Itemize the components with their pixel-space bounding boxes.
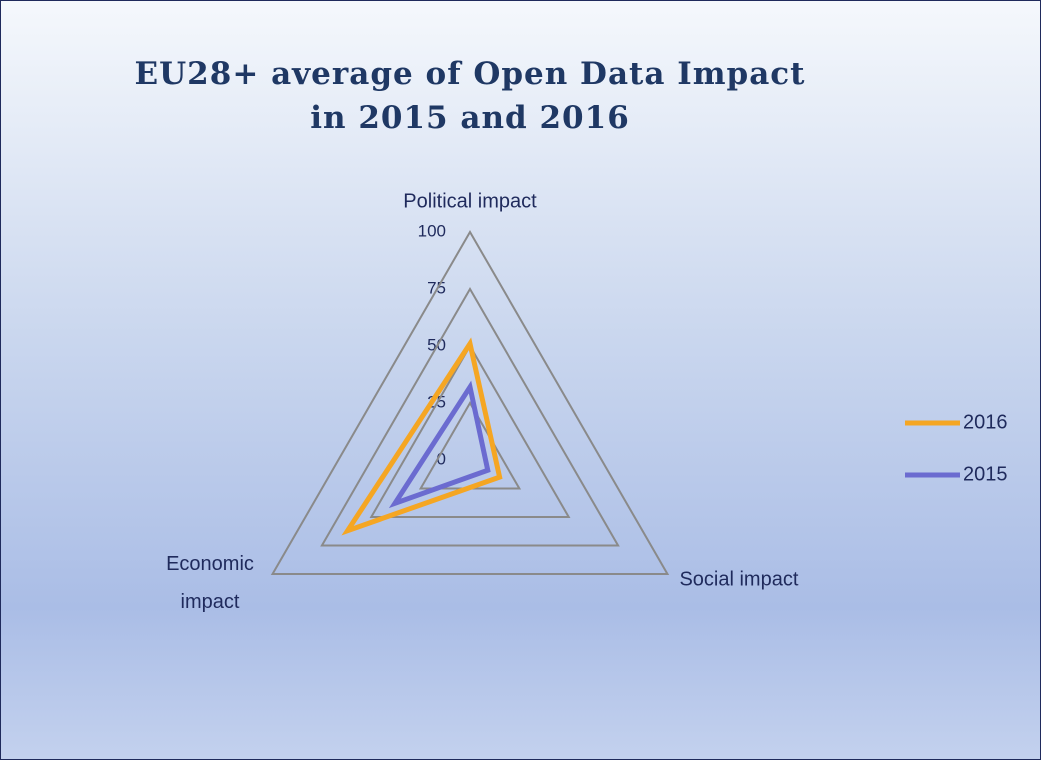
grid-ring [320, 286, 620, 547]
series-line [388, 380, 491, 509]
r-tick-label: 0 [437, 449, 446, 468]
category-label: Social impact [679, 568, 798, 590]
legend-label: 2015 [963, 463, 1008, 485]
series-line [341, 337, 503, 536]
chart-title: EU28+ average of Open Data Impact in 201… [134, 56, 806, 136]
category-label: Political impact [403, 190, 537, 212]
category-label: Economic impact [166, 553, 254, 613]
grid-ring [270, 230, 670, 575]
r-tick-label: 100 [418, 221, 446, 240]
grid-ring [369, 343, 571, 518]
legend-label: 2016 [963, 411, 1008, 433]
